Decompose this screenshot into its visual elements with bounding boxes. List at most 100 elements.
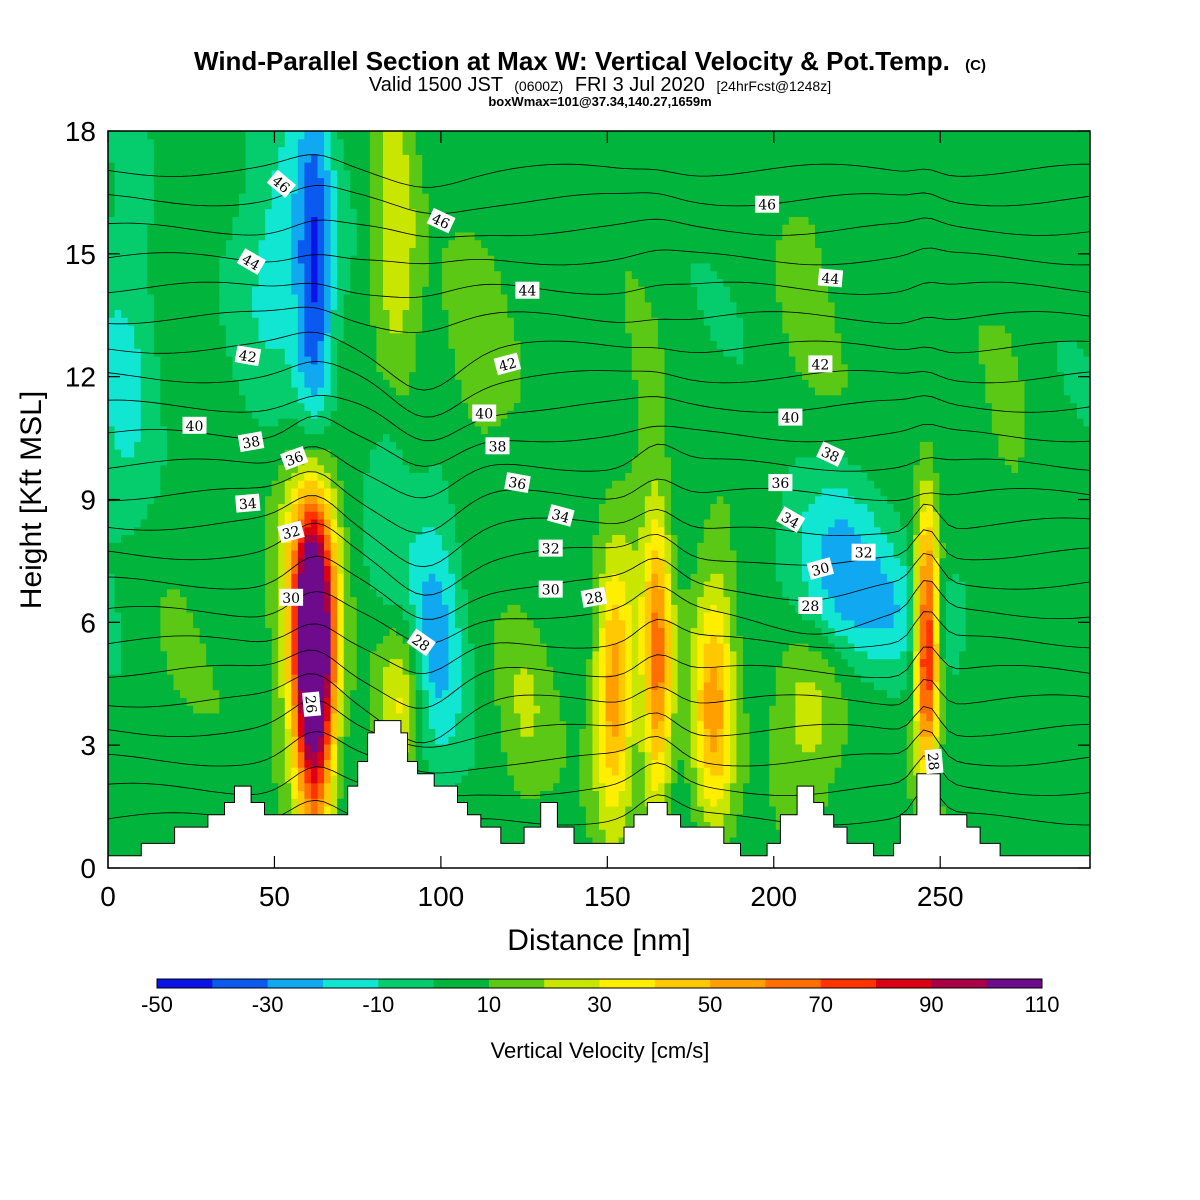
- velocity-cell: [206, 743, 214, 753]
- velocity-cell: [271, 643, 279, 652]
- velocity-cell: [1011, 790, 1019, 799]
- velocity-cell: [677, 782, 685, 792]
- velocity-cell: [284, 643, 292, 652]
- velocity-cell: [893, 813, 901, 823]
- velocity-cell: [998, 697, 1006, 706]
- velocity-cell: [356, 705, 364, 714]
- velocity-cell: [1070, 844, 1078, 854]
- velocity-cell: [854, 743, 862, 753]
- velocity-cell: [153, 705, 161, 714]
- velocity-cell: [1004, 821, 1013, 830]
- velocity-cell: [723, 658, 731, 667]
- velocity-cell: [585, 736, 594, 745]
- velocity-cell: [474, 798, 482, 807]
- velocity-cell: [972, 736, 980, 745]
- velocity-cell: [304, 736, 312, 745]
- velocity-cell: [422, 767, 430, 776]
- velocity-cell: [153, 728, 161, 737]
- velocity-cell: [834, 674, 842, 683]
- velocity-cell: [592, 821, 600, 830]
- velocity-cell: [1037, 813, 1045, 823]
- velocity-cell: [500, 689, 508, 698]
- velocity-cell: [723, 767, 731, 776]
- velocity-cell: [1017, 782, 1026, 792]
- velocity-cell: [703, 689, 711, 698]
- velocity-cell: [193, 790, 201, 799]
- velocity-cell: [880, 627, 888, 636]
- velocity-cell: [186, 689, 194, 698]
- velocity-cell: [657, 658, 666, 667]
- velocity-cell: [153, 712, 161, 722]
- velocity-cell: [677, 619, 685, 629]
- velocity-cell: [651, 782, 659, 792]
- velocity-cell: [782, 790, 790, 799]
- velocity-cell: [121, 611, 129, 621]
- velocity-cell: [710, 705, 718, 714]
- velocity-cell: [540, 782, 548, 792]
- velocity-cell: [513, 635, 522, 644]
- velocity-cell: [258, 720, 266, 729]
- velocity-cell: [238, 736, 247, 745]
- velocity-cell: [468, 805, 476, 815]
- velocity-cell: [245, 774, 253, 784]
- velocity-cell: [415, 619, 423, 629]
- velocity-cell: [978, 790, 986, 799]
- velocity-cell: [1063, 689, 1071, 698]
- velocity-cell: [219, 767, 227, 776]
- velocity-cell: [952, 767, 960, 776]
- velocity-cell: [435, 689, 443, 698]
- velocity-cell: [618, 805, 626, 815]
- velocity-cell: [376, 650, 384, 660]
- velocity-cell: [494, 782, 502, 792]
- velocity-cell: [180, 674, 188, 683]
- velocity-cell: [310, 604, 319, 613]
- velocity-cell: [736, 782, 744, 792]
- velocity-cell: [507, 813, 515, 823]
- velocity-cell: [945, 798, 954, 807]
- velocity-cell: [166, 712, 175, 722]
- velocity-cell: [625, 643, 633, 652]
- velocity-cell: [284, 728, 292, 737]
- velocity-cell: [657, 627, 666, 636]
- velocity-cell: [134, 805, 142, 815]
- velocity-cell: [808, 759, 816, 768]
- velocity-cell: [749, 720, 757, 729]
- velocity-cell: [926, 689, 934, 698]
- velocity-cell: [710, 782, 718, 792]
- velocity-cell: [409, 689, 417, 698]
- velocity-cell: [297, 712, 305, 722]
- velocity-cell: [153, 805, 161, 815]
- velocity-cell: [710, 798, 718, 807]
- velocity-cell: [599, 751, 607, 760]
- velocity-cell: [585, 697, 594, 706]
- velocity-cell: [533, 689, 541, 698]
- velocity-cell: [959, 658, 967, 667]
- velocity-cell: [821, 774, 829, 784]
- velocity-cell: [926, 611, 934, 621]
- velocity-cell: [1070, 658, 1078, 667]
- velocity-cell: [959, 689, 967, 698]
- velocity-cell: [952, 759, 960, 768]
- velocity-cell: [166, 767, 175, 776]
- velocity-cell: [677, 805, 685, 815]
- velocity-cell: [880, 689, 888, 698]
- velocity-cell: [271, 720, 279, 729]
- velocity-cell: [887, 736, 895, 745]
- velocity-cell: [906, 759, 914, 768]
- velocity-cell: [291, 689, 299, 698]
- velocity-cell: [815, 635, 823, 644]
- velocity-cell: [252, 782, 260, 792]
- velocity-cell: [985, 821, 993, 830]
- velocity-cell: [461, 643, 469, 652]
- velocity-cell: [533, 650, 541, 660]
- velocity-cell: [166, 805, 175, 815]
- velocity-cell: [1050, 774, 1058, 784]
- velocity-cell: [769, 767, 777, 776]
- velocity-cell: [540, 697, 548, 706]
- velocity-cell: [566, 805, 574, 815]
- velocity-cell: [978, 798, 986, 807]
- velocity-cell: [186, 782, 194, 792]
- velocity-cell: [284, 635, 292, 644]
- velocity-cell: [180, 813, 188, 823]
- velocity-cell: [585, 627, 594, 636]
